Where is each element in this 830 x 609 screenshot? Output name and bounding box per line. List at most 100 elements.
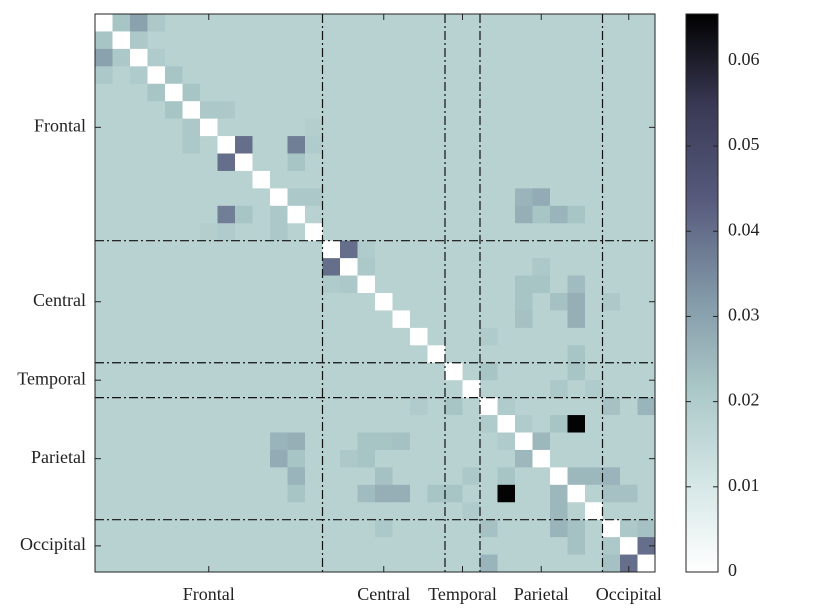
cell <box>322 449 341 468</box>
cell <box>585 327 603 346</box>
cell <box>462 484 481 503</box>
cell <box>112 519 131 538</box>
cell <box>182 502 201 521</box>
cell <box>200 327 218 346</box>
cell <box>620 467 638 486</box>
cell <box>235 432 253 451</box>
cell <box>410 380 428 399</box>
cell <box>375 188 393 207</box>
cell <box>445 240 463 259</box>
cell <box>427 205 446 224</box>
cell <box>480 449 498 468</box>
cell <box>357 502 376 521</box>
cell <box>130 554 148 573</box>
y-group-label: Frontal <box>34 115 86 135</box>
cell <box>462 554 481 573</box>
cell <box>375 293 393 311</box>
cell <box>305 327 323 346</box>
cell <box>130 101 148 120</box>
cell <box>427 397 446 416</box>
cell <box>357 519 376 538</box>
cell <box>287 170 306 189</box>
cell <box>287 380 306 399</box>
cell <box>95 118 113 137</box>
cell <box>462 136 481 154</box>
cell <box>497 170 516 189</box>
cell <box>235 66 253 85</box>
cell <box>182 188 201 207</box>
cell <box>305 449 323 468</box>
cell <box>602 449 621 468</box>
cell <box>322 275 341 294</box>
cell <box>462 66 481 85</box>
cell <box>515 537 533 555</box>
cell <box>200 554 218 573</box>
cell <box>182 101 201 120</box>
cell <box>637 345 656 364</box>
cell <box>235 48 253 67</box>
cell <box>200 415 218 433</box>
cell <box>497 223 516 242</box>
cell <box>305 83 323 102</box>
cell <box>462 310 481 329</box>
cell <box>497 293 516 311</box>
cell <box>200 519 218 538</box>
cell <box>200 449 218 468</box>
cell <box>480 136 498 154</box>
cell <box>620 502 638 521</box>
cell <box>322 432 341 451</box>
cell <box>252 66 271 85</box>
cell <box>130 327 148 346</box>
cell <box>182 537 201 555</box>
cell <box>550 362 568 381</box>
cell <box>620 362 638 381</box>
cell <box>427 345 446 364</box>
cell <box>200 380 218 399</box>
cell <box>410 14 428 32</box>
cell <box>585 537 603 555</box>
cell <box>637 153 656 172</box>
cell <box>147 415 166 433</box>
cell <box>217 502 236 521</box>
cell <box>287 136 306 154</box>
cell <box>375 449 393 468</box>
cell <box>270 362 288 381</box>
cell <box>182 345 201 364</box>
cell <box>147 293 166 311</box>
cell <box>322 345 341 364</box>
cell <box>165 310 183 329</box>
cell <box>375 31 393 50</box>
cell <box>515 362 533 381</box>
cell <box>375 345 393 364</box>
cell <box>392 484 411 503</box>
cell <box>95 380 113 399</box>
cell <box>480 397 498 416</box>
cell <box>270 293 288 311</box>
cell <box>620 310 638 329</box>
cell <box>287 66 306 85</box>
cell <box>147 380 166 399</box>
cell <box>585 275 603 294</box>
cell <box>410 170 428 189</box>
cell <box>95 153 113 172</box>
cell <box>637 14 656 32</box>
cell <box>252 502 271 521</box>
cell <box>637 432 656 451</box>
cell <box>462 519 481 538</box>
cell <box>445 415 463 433</box>
cell <box>287 397 306 416</box>
cell <box>620 205 638 224</box>
cell <box>112 170 131 189</box>
cell <box>130 170 148 189</box>
cell <box>235 136 253 154</box>
cell <box>445 327 463 346</box>
cell <box>567 484 586 503</box>
cell <box>322 310 341 329</box>
cell <box>95 502 113 521</box>
cell <box>322 118 341 137</box>
cell <box>130 223 148 242</box>
cell <box>567 345 586 364</box>
cell <box>252 188 271 207</box>
cell <box>620 293 638 311</box>
cell <box>252 554 271 573</box>
